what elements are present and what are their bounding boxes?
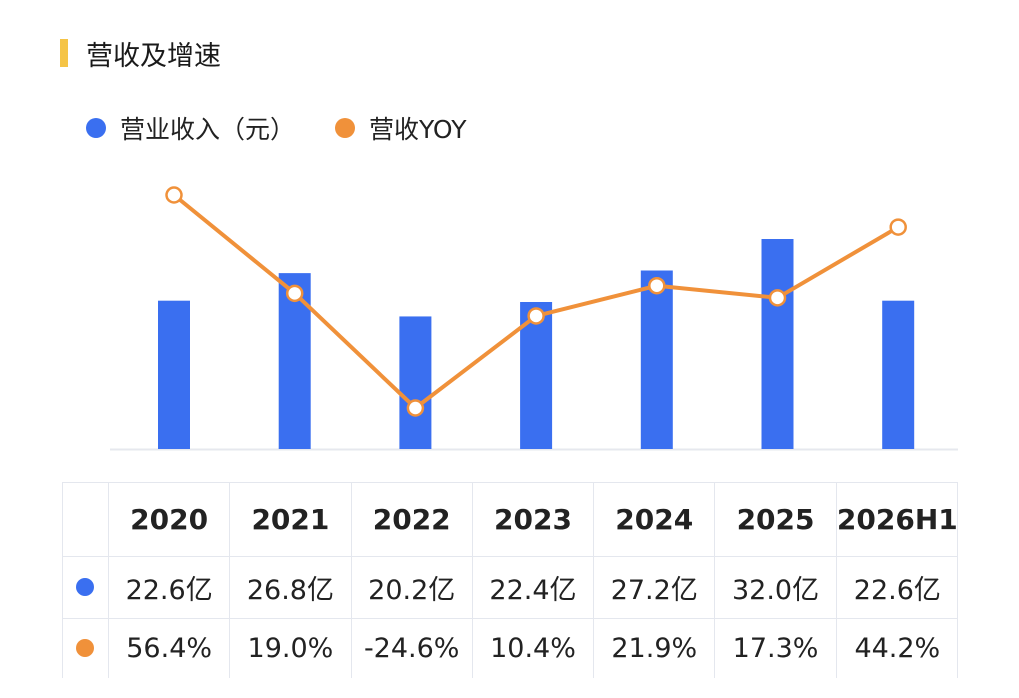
yoy-point-2022 <box>406 399 425 417</box>
revenue-value-2021: 26.8亿 <box>230 556 352 618</box>
table-revenue-marker-cell <box>62 556 109 618</box>
yoy-value-2024: 21.9% <box>594 618 716 678</box>
table-header-2021: 2021 <box>230 482 352 556</box>
yoy-value-2020: 56.4% <box>109 618 231 678</box>
table-corner-cell <box>62 482 109 556</box>
table-header-row: 2020 2021 2022 2023 2024 2025 2026H1 <box>62 482 958 557</box>
table-header-2025: 2025 <box>715 482 837 556</box>
yoy-row-dot <box>76 639 94 657</box>
yoy-point-2023 <box>527 307 545 325</box>
table-header-2026H1: 2026H1 <box>836 502 958 536</box>
revenue-bar-2025 <box>761 239 794 449</box>
revenue-value-2025: 32.0亿 <box>715 556 837 618</box>
revenue-row-dot <box>76 578 94 596</box>
yoy-point-2026H1 <box>889 218 907 236</box>
chart-title: 营收及增速 <box>86 40 221 72</box>
yoy-value-2022: -24.6% <box>352 618 473 678</box>
yoy-point-2021 <box>285 284 304 303</box>
data-table-frame <box>62 482 958 678</box>
table-header-2020: 2020 <box>109 482 231 556</box>
revenue-value-2020: 22.6亿 <box>109 556 231 618</box>
yoy-point-2020 <box>165 186 183 204</box>
chart-plot <box>110 186 958 451</box>
yoy-value-2021: 19.0% <box>230 618 352 678</box>
table-header-2023: 2023 <box>473 482 595 556</box>
revenue-bar-2026H1 <box>882 300 915 449</box>
revenue-value-2022: 20.2亿 <box>352 556 473 618</box>
table-header-2024: 2024 <box>594 482 716 556</box>
table-yoy-row: 56.4% 19.0% -24.6% 10.4% 21.9% 17.3% 44.2% <box>62 618 958 678</box>
revenue-bar-2022 <box>399 316 432 449</box>
legend-item-revenue: 营业收入（元） <box>86 110 295 146</box>
data-table: 2020 2021 2022 2023 2024 2025 2026H1 22.6亿 26.8… <box>62 482 958 678</box>
table-yoy-marker-cell <box>62 618 109 678</box>
yoy-value-2023: 10.4% <box>473 618 595 678</box>
yoy-point-2025 <box>768 289 787 307</box>
revenue-bar-2020 <box>158 300 190 449</box>
legend-dot-yoy <box>335 118 356 138</box>
chart-title-area: 营收及增速 <box>60 36 221 72</box>
revenue-value-2024: 27.2亿 <box>594 556 716 618</box>
legend-dot-revenue <box>86 118 106 138</box>
legend-label-yoy: 营收YOY <box>369 115 467 144</box>
yoy-value-2025: 17.3% <box>715 618 837 678</box>
legend-item-yoy: 营收YOY <box>335 110 467 146</box>
yoy-value-2026H1: 44.2% <box>854 632 941 664</box>
revenue-value-2026H1: 22.6亿 <box>853 574 941 606</box>
legend-label-revenue: 营业收入（元） <box>120 115 296 144</box>
legend: 营业收入（元） 营收YOY <box>86 110 507 146</box>
revenue-value-2023: 22.4亿 <box>473 556 595 618</box>
yoy-point-2024 <box>648 276 666 295</box>
table-header-2022: 2022 <box>352 482 473 556</box>
revenue-bar-2024 <box>640 270 673 449</box>
table-revenue-row: 22.6亿 26.8亿 20.2亿 22.4亿 27.2亿 32.0亿 22.6亿 <box>62 556 958 619</box>
title-accent-bar <box>60 39 68 67</box>
